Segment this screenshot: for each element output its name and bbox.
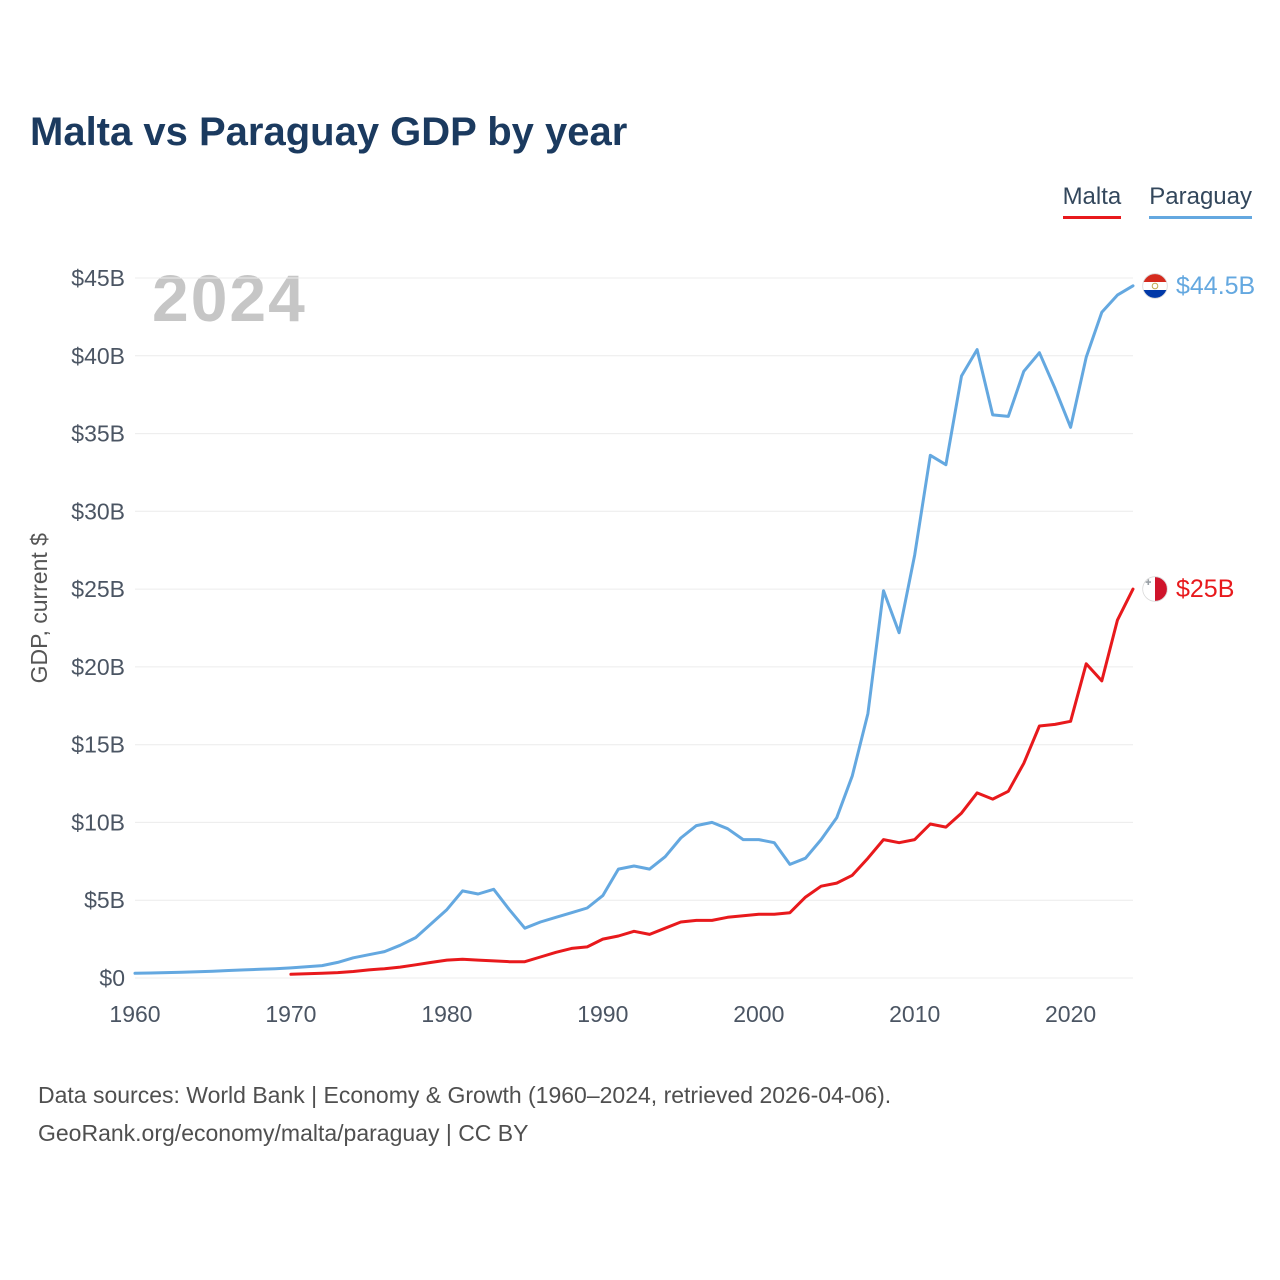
- x-tick-label: 2020: [1045, 1001, 1096, 1027]
- footer-sources-line: Data sources: World Bank | Economy & Gro…: [38, 1082, 892, 1108]
- malta-end-label: $25B: [1142, 575, 1234, 603]
- x-tick-label: 1970: [265, 1001, 316, 1027]
- y-tick-label: $40B: [71, 343, 125, 369]
- malta-flag-icon: [1142, 576, 1168, 602]
- x-tick-label: 1990: [577, 1001, 628, 1027]
- paraguay-end-value: $44.5B: [1176, 271, 1256, 300]
- page-title: Malta vs Paraguay GDP by year: [30, 110, 628, 154]
- footer: Data sources: World Bank | Economy & Gro…: [38, 1076, 891, 1152]
- footer-attribution-line: GeoRank.org/economy/malta/paraguay | CC …: [38, 1120, 529, 1146]
- y-tick-label: $30B: [71, 498, 125, 524]
- x-tick-label: 1980: [421, 1001, 472, 1027]
- y-tick-label: $35B: [71, 421, 125, 447]
- y-axis-title: GDP, current $: [26, 533, 52, 684]
- legend-item-malta[interactable]: Malta: [1062, 183, 1122, 219]
- paraguay-flag-icon: [1142, 273, 1168, 299]
- legend-item-paraguay[interactable]: Paraguay: [1149, 183, 1252, 219]
- y-tick-label: $20B: [71, 654, 125, 680]
- y-tick-label: $10B: [71, 809, 125, 835]
- malta-line: [289, 587, 1135, 976]
- malta-end-value: $25B: [1176, 574, 1235, 603]
- year-watermark: 2024: [152, 261, 307, 335]
- y-tick-label: $15B: [71, 732, 125, 758]
- x-tick-label: 1960: [109, 1001, 160, 1027]
- paraguay-end-label: $44.5B: [1142, 272, 1255, 300]
- y-tick-label: $0: [99, 965, 125, 991]
- x-tick-label: 2000: [733, 1001, 784, 1027]
- legend: Malta Paraguay: [1062, 183, 1252, 219]
- y-tick-label: $25B: [71, 576, 125, 602]
- y-tick-label: $5B: [84, 887, 125, 913]
- paraguay-line: [133, 284, 1135, 975]
- x-tick-label: 2010: [889, 1001, 940, 1027]
- y-tick-label: $45B: [71, 265, 125, 291]
